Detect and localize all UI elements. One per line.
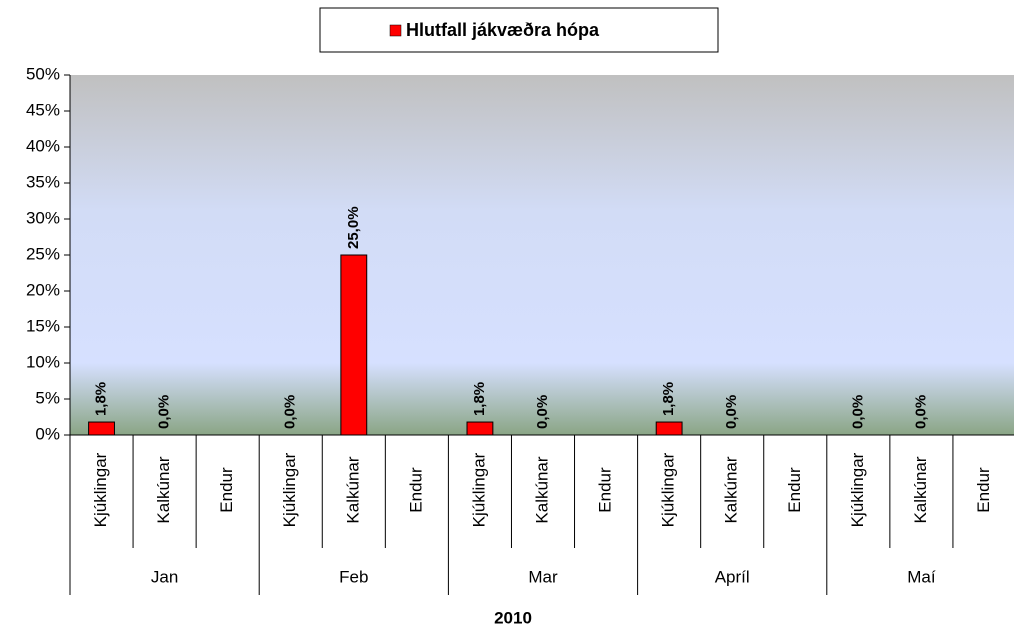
y-tick-label: 5%	[35, 388, 60, 407]
x-tick-label: Endur	[217, 467, 236, 513]
x-tick-label: Kalkúnar	[532, 456, 551, 523]
x-tick-label: Kjúklingar	[280, 452, 299, 527]
legend-label: Hlutfall jákvæðra hópa	[406, 20, 600, 40]
y-tick-label: 15%	[26, 316, 60, 335]
x-tick-label: Endur	[974, 467, 993, 513]
x-tick-label: Kalkúnar	[722, 456, 741, 523]
x-axis-label: 2010	[494, 608, 532, 627]
x-tick-label: Endur	[596, 467, 615, 513]
y-tick-label: 0%	[35, 424, 60, 443]
group-label: Jan	[151, 567, 178, 586]
plot-area	[70, 75, 1014, 435]
value-label: 0,0%	[282, 395, 299, 429]
value-label: 0,0%	[534, 395, 551, 429]
y-tick-label: 45%	[26, 100, 60, 119]
value-label: 0,0%	[723, 395, 740, 429]
value-label: 1,8%	[93, 382, 110, 416]
x-tick-label: Endur	[785, 467, 804, 513]
value-label: 0,0%	[156, 395, 173, 429]
x-tick-label: Endur	[406, 467, 425, 513]
x-tick-label: Kjúklingar	[848, 452, 867, 527]
y-tick-label: 20%	[26, 280, 60, 299]
value-label: 25,0%	[345, 206, 362, 249]
y-tick-label: 40%	[26, 136, 60, 155]
bar	[340, 254, 368, 436]
group-label: Mar	[528, 567, 558, 586]
bar	[466, 421, 494, 436]
bar	[88, 421, 115, 436]
y-tick-label: 50%	[26, 64, 60, 83]
x-tick-label: Kalkúnar	[911, 456, 930, 523]
y-tick-label: 10%	[26, 352, 60, 371]
value-label: 0,0%	[912, 395, 929, 429]
x-tick-label: Kjúklingar	[659, 452, 678, 527]
y-tick-label: 35%	[26, 172, 60, 191]
x-tick-label: Kjúklingar	[469, 452, 488, 527]
y-tick-label: 30%	[26, 208, 60, 227]
group-label: Maí	[907, 567, 936, 586]
bar	[655, 421, 683, 436]
legend-swatch	[389, 24, 402, 37]
y-tick-label: 25%	[26, 244, 60, 263]
value-label: 1,8%	[660, 382, 677, 416]
x-tick-label: Kalkúnar	[154, 456, 173, 523]
group-label: Apríl	[715, 567, 750, 586]
legend-box	[319, 7, 719, 53]
value-label: 0,0%	[849, 395, 866, 429]
x-tick-label: Kalkúnar	[343, 456, 362, 523]
x-tick-label: Kjúklingar	[91, 452, 110, 527]
group-label: Feb	[339, 567, 368, 586]
value-label: 1,8%	[471, 382, 488, 416]
